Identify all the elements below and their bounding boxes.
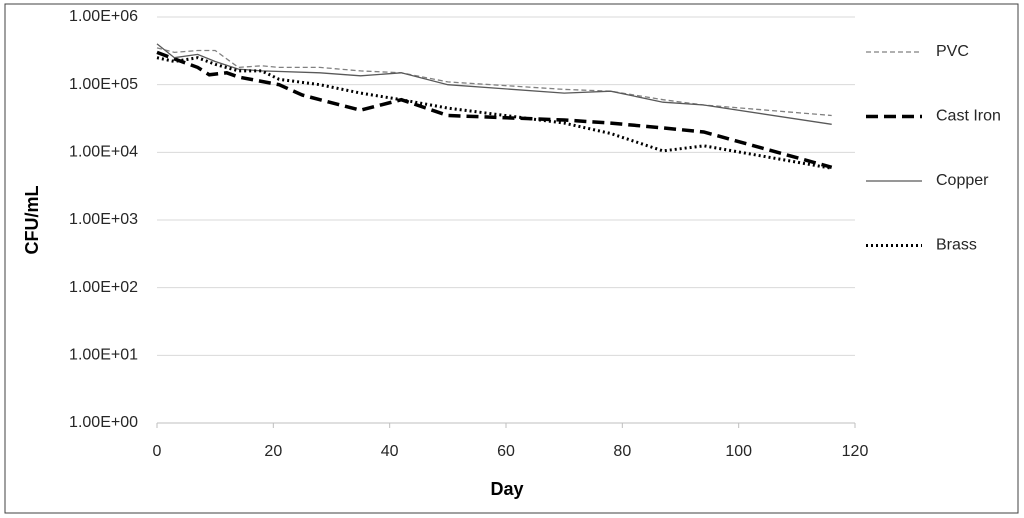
y-tick-label: 1.00E+06 [69,8,138,25]
series-line [156,43,832,125]
series-line [156,56,832,170]
x-tick-label: 120 [842,443,869,460]
x-tick-label: 80 [613,443,631,460]
series-line [156,47,832,117]
y-tick-label: 1.00E+02 [69,279,138,296]
series-line [156,50,833,169]
legend-label: Brass [936,237,977,254]
legend-label: PVC [936,43,969,60]
y-tick-label: 1.00E+04 [69,144,138,161]
y-tick-label: 1.00E+03 [69,211,138,228]
x-tick-label: 40 [381,443,399,460]
legend-label: Cast Iron [936,108,1001,125]
x-tick-label: 20 [264,443,282,460]
y-axis-title: CFU/mL [22,186,42,255]
y-tick-label: 1.00E+01 [69,347,138,364]
y-tick-label: 1.00E+00 [69,414,138,431]
x-tick-label: 0 [153,443,162,460]
legend-label: Copper [936,172,989,189]
x-tick-label: 100 [725,443,752,460]
x-tick-label: 60 [497,443,515,460]
x-axis-title: Day [490,479,523,499]
frame [4,3,1019,514]
y-tick-label: 1.00E+05 [69,76,138,93]
